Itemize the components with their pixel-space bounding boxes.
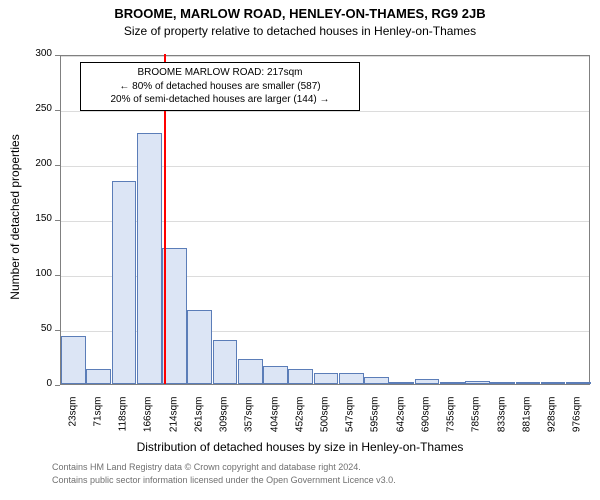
- histogram-bar: [440, 382, 465, 384]
- xtick-label: 833sqm: [496, 397, 507, 447]
- ytick-mark: [55, 330, 60, 331]
- xtick-label: 785sqm: [471, 397, 482, 447]
- footer-line: Contains HM Land Registry data © Crown c…: [52, 462, 361, 472]
- infobox-line: 20% of semi-detached houses are larger (…: [85, 93, 355, 107]
- histogram-bar: [516, 382, 541, 384]
- ytick-mark: [55, 220, 60, 221]
- xtick-label: 357sqm: [244, 397, 255, 447]
- xtick-label: 642sqm: [395, 397, 406, 447]
- ytick-label: 300: [0, 48, 52, 59]
- ytick-mark: [55, 165, 60, 166]
- xtick-label: 118sqm: [118, 397, 129, 447]
- xaxis-label: Distribution of detached houses by size …: [0, 440, 600, 454]
- chart-subtitle: Size of property relative to detached ho…: [0, 24, 600, 38]
- xtick-label: 500sqm: [320, 397, 331, 447]
- xtick-label: 214sqm: [168, 397, 179, 447]
- xtick-label: 976sqm: [572, 397, 583, 447]
- histogram-bar: [339, 373, 364, 384]
- histogram-bar: [541, 382, 566, 384]
- histogram-bar: [415, 379, 440, 385]
- xtick-label: 71sqm: [92, 397, 103, 447]
- histogram-bar: [86, 369, 111, 384]
- ytick-mark: [55, 275, 60, 276]
- xtick-label: 735sqm: [446, 397, 457, 447]
- histogram-bar: [490, 382, 515, 384]
- footer-line: Contains public sector information licen…: [52, 475, 396, 485]
- xtick-label: 404sqm: [269, 397, 280, 447]
- xtick-label: 309sqm: [219, 397, 230, 447]
- histogram-bar: [314, 373, 339, 384]
- histogram-bar: [465, 381, 490, 384]
- histogram-bar: [187, 310, 212, 384]
- xtick-label: 261sqm: [193, 397, 204, 447]
- xtick-label: 547sqm: [345, 397, 356, 447]
- histogram-bar: [137, 133, 162, 384]
- ytick-mark: [55, 55, 60, 56]
- gridline: [61, 56, 589, 57]
- info-box: BROOME MARLOW ROAD: 217sqm← 80% of detac…: [80, 62, 360, 111]
- ytick-mark: [55, 385, 60, 386]
- xtick-label: 690sqm: [420, 397, 431, 447]
- xtick-label: 928sqm: [547, 397, 558, 447]
- histogram-bar: [364, 377, 389, 384]
- histogram-bar: [61, 336, 86, 384]
- infobox-line: BROOME MARLOW ROAD: 217sqm: [85, 66, 355, 80]
- histogram-bar: [263, 366, 288, 384]
- xtick-label: 881sqm: [521, 397, 532, 447]
- gridline: [61, 111, 589, 112]
- histogram-bar: [389, 382, 414, 384]
- ytick-mark: [55, 110, 60, 111]
- xtick-label: 452sqm: [294, 397, 305, 447]
- xtick-label: 166sqm: [143, 397, 154, 447]
- xtick-label: 23sqm: [67, 397, 78, 447]
- chart-title: BROOME, MARLOW ROAD, HENLEY-ON-THAMES, R…: [0, 6, 600, 21]
- histogram-bar: [566, 382, 591, 384]
- histogram-bar: [112, 181, 137, 385]
- histogram-bar: [238, 359, 263, 384]
- histogram-bar: [213, 340, 238, 384]
- yaxis-label: Number of detached properties: [8, 107, 22, 327]
- histogram-bar: [288, 369, 313, 384]
- infobox-line: ← 80% of detached houses are smaller (58…: [85, 80, 355, 94]
- ytick-label: 0: [0, 378, 52, 389]
- xtick-label: 595sqm: [370, 397, 381, 447]
